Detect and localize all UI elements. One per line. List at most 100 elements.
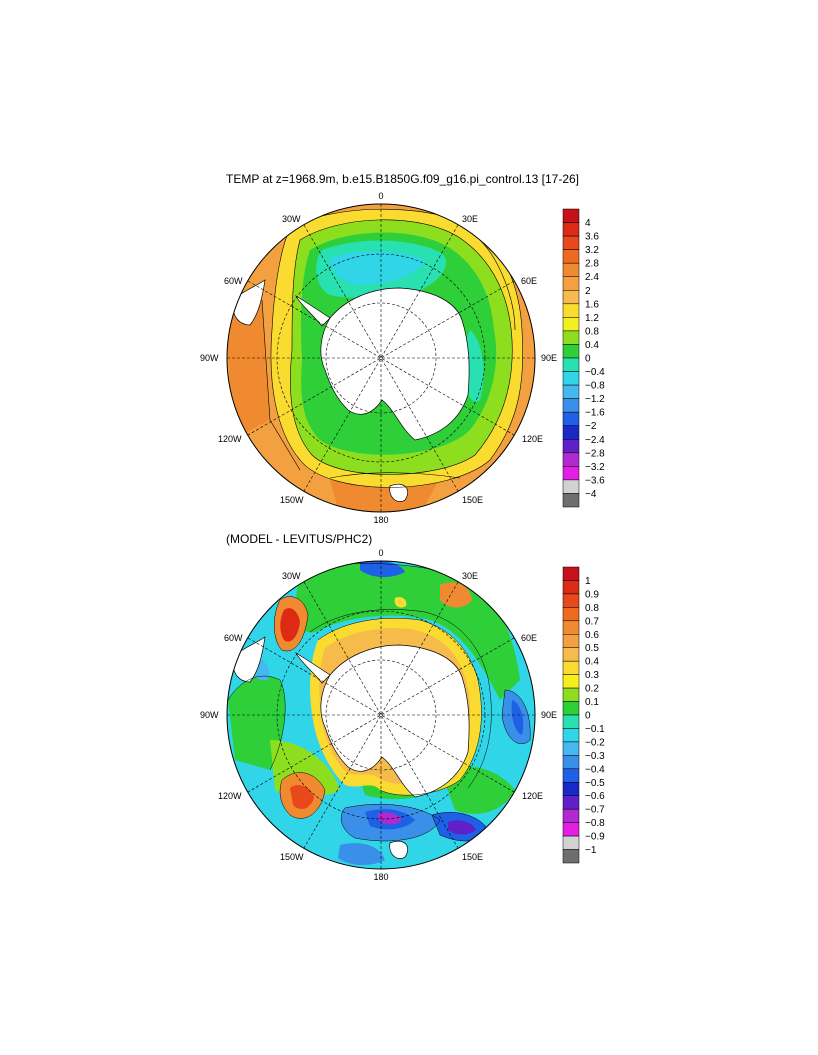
difference-field [227, 561, 535, 869]
lon-label-120e: 120E [522, 434, 543, 444]
lon-label-150e: 150E [462, 852, 483, 862]
colorbar-swatch [562, 728, 580, 743]
colorbar-tick-label: 0.9 [585, 589, 599, 600]
colorbar-swatch [562, 398, 580, 413]
colorbar-tick-label: −1 [585, 845, 597, 856]
colorbar-swatch [562, 580, 580, 595]
panel-title-difference: (MODEL - LEVITUS/PHC2) [226, 532, 373, 546]
lon-label-90w: 90W [200, 353, 219, 363]
colorbar-tick-label: 3.2 [585, 245, 599, 256]
colorbar-swatch [562, 687, 580, 702]
colorbar-tick-label: 0 [585, 711, 591, 722]
colorbar-tick-label: 0.6 [585, 630, 599, 641]
colorbar-swatch [562, 822, 580, 837]
colorbar-swatch [562, 647, 580, 662]
colorbar-swatch [562, 701, 580, 716]
colorbar-swatch [562, 262, 580, 277]
colorbar-tick-label: −2.8 [585, 448, 605, 459]
colorbar-swatch [562, 782, 580, 796]
colorbar-tick-label: 0.7 [585, 616, 599, 627]
map-difference: 0 180 90W 90E 30W 30E 60W 60E 120W 120E … [200, 548, 557, 882]
colorbar-tick-label: −0.2 [585, 737, 605, 748]
lon-label-60e: 60E [521, 633, 537, 643]
temperature-graticule [227, 204, 535, 512]
lon-label-30w: 30W [282, 571, 301, 581]
colorbar-swatch [562, 479, 580, 494]
lon-label-30e: 30E [462, 214, 478, 224]
colorbar-swatch [562, 344, 580, 359]
lon-label-60e: 60E [521, 276, 537, 286]
colorbar-tick-label: −0.4 [585, 764, 605, 775]
colorbar-swatch [562, 795, 580, 810]
lon-label-30e: 30E [462, 571, 478, 581]
colorbar-tick-label: −1.2 [585, 394, 605, 405]
colorbar-swatch [562, 411, 580, 426]
colorbar-tick-label: −0.4 [585, 367, 605, 378]
colorbar-swatch [562, 208, 580, 223]
colorbar-swatch [562, 235, 580, 250]
panel-title-temperature: TEMP at z=1968.9m, b.e15.B1850G.f09_g16.… [226, 172, 580, 186]
colorbar-tick-label: 0.3 [585, 670, 599, 681]
colorbar-swatch [562, 755, 580, 770]
colorbar-temperature: 4 3.6 3.2 2.8 2.4 2 1.6 1.2 0.8 0.4 0 −0.4 −0.8 −1.2 −… [562, 208, 605, 508]
colorbar-swatch [562, 566, 580, 581]
colorbar-tick-label: −2.4 [585, 435, 605, 446]
colorbar-swatch [562, 222, 580, 237]
colorbar-tick-label: 4 [585, 218, 591, 229]
colorbar-swatch [562, 768, 580, 783]
colorbar-swatch [562, 330, 580, 345]
lon-label-180: 180 [373, 872, 388, 882]
lon-label-120w: 120W [218, 791, 242, 801]
temperature-contours [261, 208, 524, 488]
colorbar-swatch [562, 249, 580, 264]
colorbar-swatch [562, 835, 580, 850]
lon-label-150w: 150W [280, 495, 304, 505]
colorbar-tick-label: −3.2 [585, 462, 605, 473]
colorbar-tick-label: 0.4 [585, 657, 599, 668]
colorbar-tick-label: 1.2 [585, 313, 599, 324]
difference-graticule [227, 561, 535, 869]
lon-label-150w: 150W [280, 852, 304, 862]
colorbar-swatch [562, 466, 580, 481]
colorbar-difference: 1 0.9 0.8 0.7 0.6 0.5 0.4 0.3 0.2 0.1 0 −0.1 −0.2 −0.… [562, 566, 605, 864]
colorbar-swatch [562, 371, 580, 386]
colorbar-swatch [562, 714, 580, 729]
lon-label-120w: 120W [218, 434, 242, 444]
colorbar-swatch [562, 593, 580, 608]
colorbar-tick-label: −1.6 [585, 408, 605, 419]
colorbar-swatch [562, 290, 580, 305]
colorbar-tick-label: 2.4 [585, 272, 599, 283]
colorbar-swatch [562, 303, 580, 318]
lon-label-90e: 90E [541, 353, 557, 363]
colorbar-tick-label: 2 [585, 286, 591, 297]
colorbar-tick-label: −0.8 [585, 818, 605, 829]
temperature-field [227, 204, 535, 512]
colorbar-tick-label: −0.6 [585, 791, 605, 802]
colorbar-swatch [562, 808, 580, 823]
colorbar-tick-label: 1 [585, 576, 591, 587]
colorbar-tick-label: 0.8 [585, 326, 599, 337]
colorbar-tick-label: 0.5 [585, 643, 599, 654]
colorbar-swatch [562, 634, 580, 648]
colorbar-swatch [562, 741, 580, 756]
colorbar-tick-label: −2 [585, 421, 597, 432]
colorbar-swatch [562, 276, 580, 291]
temperature-map-border [226, 203, 536, 513]
colorbar-swatch [562, 493, 580, 508]
colorbar-swatch [562, 384, 580, 399]
lon-label-90e: 90E [541, 710, 557, 720]
lon-label-150e: 150E [462, 495, 483, 505]
colorbar-swatch [562, 357, 580, 372]
colorbar-tick-label: −0.8 [585, 381, 605, 392]
difference-map-border [226, 560, 536, 870]
colorbar-tick-label: 0.2 [585, 684, 599, 695]
colorbar-tick-label: 2.8 [585, 259, 599, 270]
lon-label-0: 0 [378, 191, 383, 201]
lon-label-90w: 90W [200, 710, 219, 720]
lon-label-30w: 30W [282, 214, 301, 224]
colorbar-swatch [562, 849, 580, 864]
colorbar-tick-label: 0.4 [585, 340, 599, 351]
colorbar-swatch [562, 452, 580, 467]
colorbar-tick-label: −0.5 [585, 778, 605, 789]
